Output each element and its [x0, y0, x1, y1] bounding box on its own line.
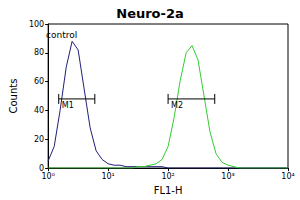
- svg-text:10³: 10³: [221, 172, 234, 181]
- svg-text:FL1-H: FL1-H: [154, 185, 183, 196]
- svg-text:100: 100: [29, 20, 44, 29]
- svg-text:10²: 10²: [161, 172, 174, 181]
- svg-text:control: control: [46, 30, 77, 40]
- svg-text:10⁰: 10⁰: [41, 172, 54, 181]
- svg-text:0: 0: [39, 163, 45, 173]
- svg-text:40: 40: [34, 106, 44, 115]
- svg-text:M1: M1: [62, 101, 74, 110]
- svg-text:Neuro-2a: Neuro-2a: [116, 6, 184, 21]
- svg-text:10⁴: 10⁴: [281, 172, 294, 181]
- svg-text:60: 60: [34, 77, 44, 86]
- svg-text:10¹: 10¹: [101, 172, 114, 181]
- svg-text:Counts: Counts: [8, 79, 19, 114]
- svg-text:80: 80: [34, 48, 44, 57]
- svg-text:20: 20: [34, 135, 44, 144]
- svg-text:M2: M2: [171, 101, 183, 110]
